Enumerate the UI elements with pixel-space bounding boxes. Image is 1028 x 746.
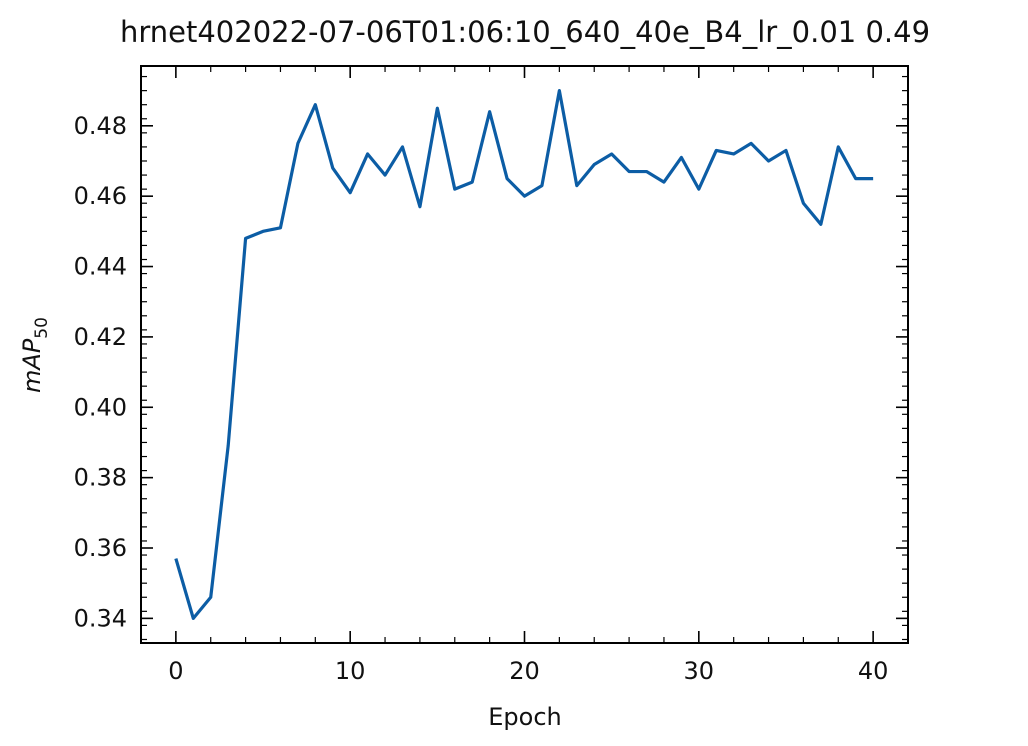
y-axis-label: mAP50 <box>18 317 52 393</box>
y-axis-label-main: mAP <box>18 338 46 393</box>
x-tick-label: 30 <box>684 657 715 685</box>
x-tick-label: 10 <box>335 657 366 685</box>
y-tick-label: 0.38 <box>74 464 127 492</box>
y-tick-label: 0.36 <box>74 534 127 562</box>
chart-title: hrnet402022-07-06T01:06:10_640_40e_B4_lr… <box>120 15 930 49</box>
y-tick-label: 0.46 <box>74 182 127 210</box>
x-tick-label: 20 <box>509 657 540 685</box>
y-tick-label: 0.34 <box>74 604 127 632</box>
plot-area: 0 10 20 30 40 0.34 0.36 0.38 0.40 0.42 0.44 0.46 0.4… <box>74 65 909 685</box>
y-tick-label: 0.40 <box>74 393 127 421</box>
x-tick-label: 0 <box>168 657 183 685</box>
y-tick-label: 0.48 <box>74 112 127 140</box>
plot-frame <box>140 65 909 644</box>
series-line <box>174 89 874 620</box>
x-tick-label: 40 <box>858 657 889 685</box>
x-axis-label: Epoch <box>488 703 562 731</box>
y-tick-label: 0.44 <box>74 253 127 281</box>
y-axis-label-subscript: 50 <box>32 317 52 339</box>
y-tick-label: 0.42 <box>74 323 127 351</box>
